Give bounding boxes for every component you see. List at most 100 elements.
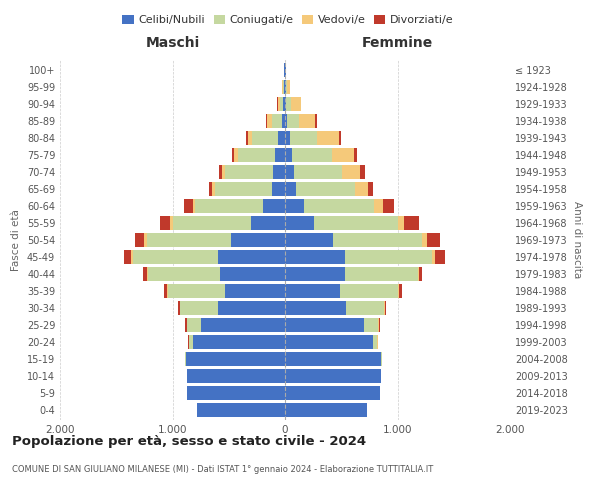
Bar [285,267,344,281]
Bar [373,335,377,348]
Bar [404,216,419,230]
Bar [285,250,344,264]
Bar [193,199,195,213]
Bar [190,335,193,348]
Bar [187,386,285,400]
Bar [418,267,419,281]
Bar [235,148,238,162]
Bar [316,114,317,128]
Bar [181,301,218,314]
Bar [419,267,422,281]
Bar [232,148,235,162]
Bar [346,301,384,314]
Bar [368,182,373,196]
Bar [398,284,402,298]
Bar [185,318,187,332]
Bar [197,403,285,416]
Bar [272,166,285,179]
Y-axis label: Fasce di età: Fasce di età [11,209,21,271]
Bar [344,267,418,281]
Bar [294,166,343,179]
Bar [133,250,218,264]
Bar [304,199,374,213]
Bar [286,98,290,111]
Bar [187,369,285,382]
Bar [286,80,287,94]
Bar [146,233,231,247]
Bar [218,301,285,314]
Bar [170,216,173,230]
Bar [379,318,380,332]
Bar [299,114,316,128]
Bar [285,403,367,416]
Bar [145,233,146,247]
Bar [339,132,341,145]
Bar [290,132,317,145]
Text: Femmine: Femmine [362,36,433,50]
Bar [251,216,285,230]
Bar [292,148,332,162]
Bar [281,114,285,128]
Bar [246,132,248,145]
Bar [184,199,193,213]
Bar [398,216,404,230]
Bar [287,80,290,94]
Bar [168,284,226,298]
Bar [287,114,299,128]
Bar [187,318,200,332]
Bar [285,386,380,400]
Bar [226,284,285,298]
Bar [193,335,285,348]
Bar [314,216,398,230]
Bar [284,80,285,94]
Bar [195,199,263,213]
Bar [285,284,340,298]
Y-axis label: Anni di nascita: Anni di nascita [572,202,581,278]
Bar [185,352,186,366]
Bar [353,148,357,162]
Text: COMUNE DI SAN GIULIANO MILANESE (MI) - Dati ISTAT 1° gennaio 2024 - Elaborazione: COMUNE DI SAN GIULIANO MILANESE (MI) - D… [12,465,433,474]
Bar [285,352,380,366]
Bar [212,182,215,196]
Bar [280,98,283,111]
Bar [317,132,339,145]
Bar [285,80,286,94]
Bar [433,250,434,264]
Bar [136,233,145,247]
Bar [271,182,285,196]
Bar [218,166,222,179]
Bar [160,216,170,230]
Text: Popolazione per età, sesso e stato civile - 2024: Popolazione per età, sesso e stato civil… [12,435,366,448]
Bar [285,216,314,230]
Bar [146,267,148,281]
Bar [340,284,398,298]
Bar [343,166,361,179]
Bar [186,352,285,366]
Bar [385,301,386,314]
Bar [263,199,285,213]
Bar [383,199,394,213]
Bar [434,250,445,264]
Bar [248,132,253,145]
Bar [285,182,296,196]
Bar [278,132,285,145]
Bar [167,284,168,298]
Bar [173,216,251,230]
Bar [131,250,133,264]
Bar [178,301,180,314]
Bar [222,166,226,179]
Legend: Celibi/Nubili, Coniugati/e, Vedovi/e, Divorziati/e: Celibi/Nubili, Coniugati/e, Vedovi/e, Di… [118,10,458,30]
Bar [334,233,422,247]
Bar [283,98,285,111]
Bar [278,98,280,111]
Bar [364,318,379,332]
Bar [285,369,380,382]
Bar [148,267,220,281]
Text: Maschi: Maschi [145,36,200,50]
Bar [285,199,304,213]
Bar [285,166,294,179]
Bar [271,114,281,128]
Bar [231,233,285,247]
Bar [163,284,167,298]
Bar [220,267,285,281]
